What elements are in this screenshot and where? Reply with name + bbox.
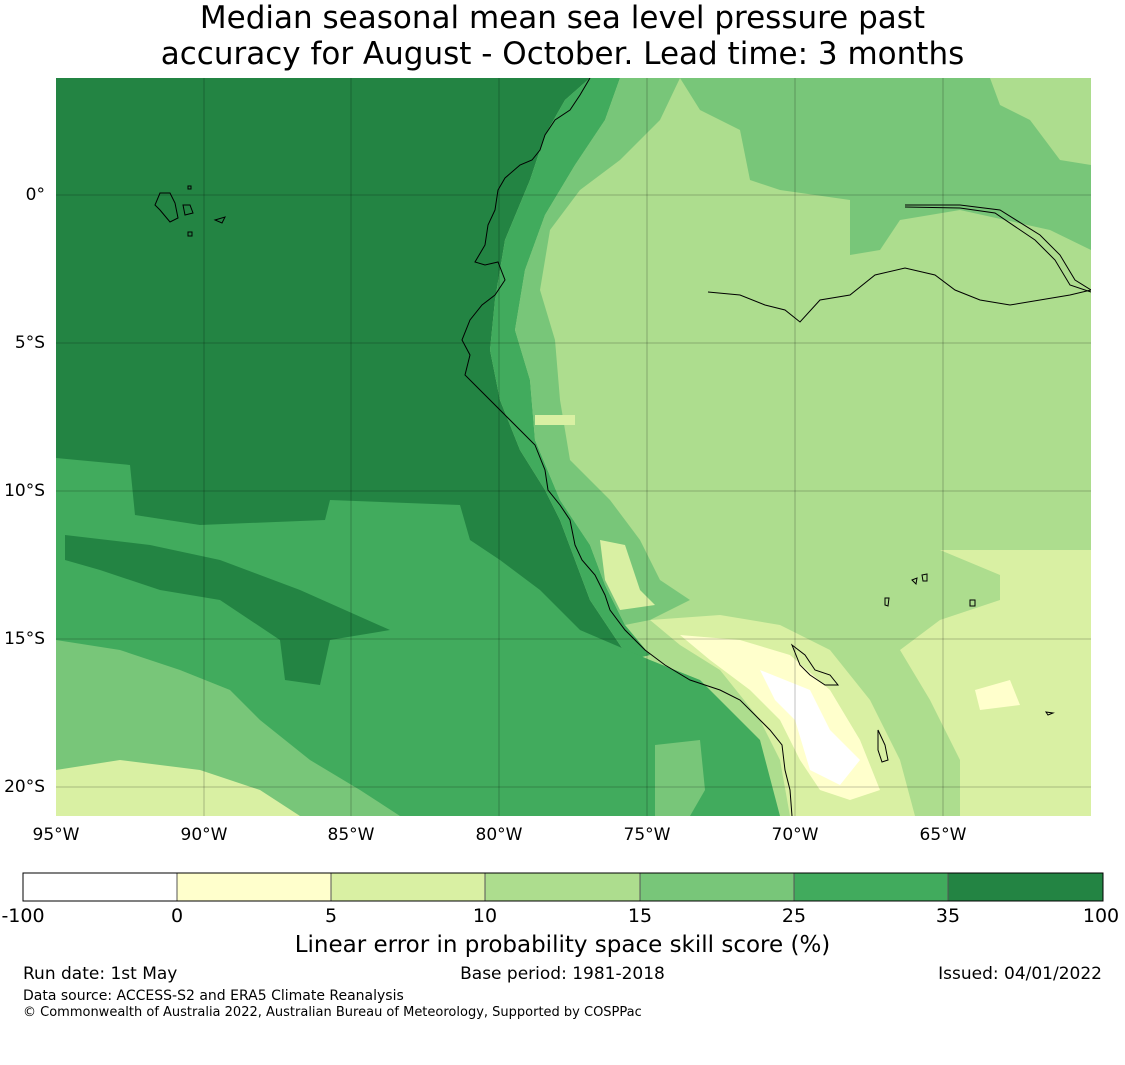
field-patch-a	[655, 740, 705, 816]
galapagos-espanola	[187, 231, 193, 237]
colorbar: -100 0 5 10 15 25 35 100	[1, 872, 1119, 927]
colorbar-bin-15-25	[640, 873, 794, 901]
colorbar-tick-35: 35	[936, 905, 960, 927]
colorbar-frame	[22, 872, 1104, 902]
colorbar-tick-10: 10	[473, 905, 497, 927]
colorbar-bin-neg100-0	[23, 873, 177, 901]
colorbar-bin-25-35	[794, 873, 948, 901]
river-maranon	[707, 267, 1091, 323]
lat-label-20s: 20°S	[4, 777, 45, 797]
colorbar-tick-neg100: -100	[1, 905, 44, 927]
lake-poopo	[877, 729, 889, 763]
lake-e	[1044, 711, 1055, 716]
coastline-south-america	[461, 78, 793, 816]
colorbar-dividers	[176, 873, 949, 901]
lake-c	[884, 597, 890, 607]
map-panel: 0° 5°S 10°S 15°S 20°S 95°W 90°W 85°W 80°…	[4, 78, 1091, 845]
field-altiplano-negative	[760, 670, 860, 785]
galapagos-isabela	[154, 192, 179, 223]
lon-label-85w: 85°W	[328, 825, 375, 845]
field-ne-low	[680, 78, 1091, 255]
galapagos-san-cristobal	[213, 216, 226, 224]
base-period: Base period: 1981-2018	[460, 964, 665, 984]
lat-labels: 0° 5°S 10°S 15°S 20°S	[4, 185, 45, 797]
lake-b	[921, 573, 928, 582]
copyright: © Commonwealth of Australia 2022, Austra…	[23, 1005, 642, 1020]
lon-label-95w: 95°W	[33, 825, 80, 845]
field-coast-mid	[490, 78, 650, 660]
colorbar-tick-0: 0	[171, 905, 183, 927]
colorbar-tick-25: 25	[782, 905, 806, 927]
colorbar-bin-35-100	[948, 873, 1103, 901]
field-ocean-high	[56, 78, 630, 660]
gridlines	[56, 78, 1091, 816]
field-peru-patch	[535, 415, 575, 425]
lon-labels: 95°W 90°W 85°W 80°W 75°W 70°W 65°W	[33, 825, 967, 845]
lat-label-5s: 5°S	[15, 333, 45, 353]
colorbar-label: Linear error in probability space skill …	[294, 932, 831, 958]
lat-label-0: 0°	[26, 185, 45, 205]
colorbar-tick-5: 5	[325, 905, 337, 927]
river-amazon-north	[905, 204, 1091, 291]
issued-date: Issued: 04/01/2022	[938, 964, 1102, 984]
skill-field	[56, 78, 1091, 816]
field-se-low	[900, 550, 1091, 816]
colorbar-tick-15: 15	[628, 905, 652, 927]
lake-a	[911, 577, 918, 586]
lake-titicaca	[790, 643, 840, 686]
field-se-patch	[975, 680, 1020, 710]
title-line-2: accuracy for August - October. Lead time…	[160, 36, 965, 72]
lon-label-80w: 80°W	[476, 825, 523, 845]
map-title: Median seasonal mean sea level pressure …	[0, 0, 1125, 72]
coastlines	[154, 78, 1091, 816]
data-source: Data source: ACCESS-S2 and ERA5 Climate …	[23, 988, 404, 1004]
lon-label-65w: 65°W	[920, 825, 967, 845]
river-amazon-north-2	[904, 206, 1091, 293]
lon-label-70w: 70°W	[772, 825, 819, 845]
colorbar-bin-5-10	[331, 873, 485, 901]
lon-label-90w: 90°W	[181, 825, 228, 845]
field-south-tongue	[65, 535, 390, 685]
field-coast-patch	[600, 540, 655, 610]
lon-label-75w: 75°W	[624, 825, 671, 845]
galapagos-santa-cruz	[182, 204, 194, 216]
galapagos-pinta	[187, 185, 192, 190]
skill-score-map: 0° 5°S 10°S 15°S 20°S 95°W 90°W 85°W 80°…	[4, 78, 1091, 845]
field-coast-low	[515, 78, 690, 625]
colorbar-tick-100: 100	[1083, 905, 1119, 927]
lake-d	[969, 599, 976, 607]
colorbar-bin-0-5	[177, 873, 331, 901]
colorbar-bin-10-15	[485, 873, 640, 901]
field-ne-patch	[990, 78, 1091, 165]
field-sw-lowest	[56, 760, 300, 816]
run-date: Run date: 1st May	[23, 964, 178, 984]
title-line-1: Median seasonal mean sea level pressure …	[199, 0, 926, 36]
lat-label-10s: 10°S	[4, 481, 45, 501]
lat-label-15s: 15°S	[4, 629, 45, 649]
